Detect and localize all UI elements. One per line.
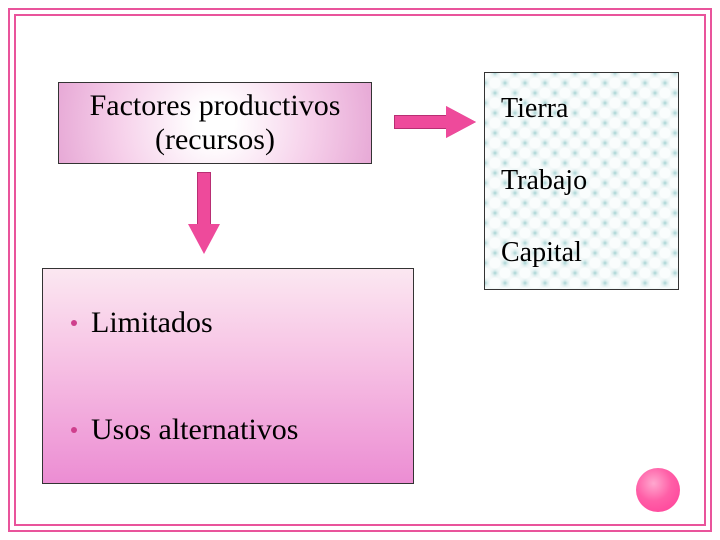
arrow-down <box>188 172 220 254</box>
bullet-icon <box>71 320 77 326</box>
arrow-right-head <box>446 106 476 138</box>
characteristics-item: Usos alternativos <box>43 376 413 483</box>
resources-item: Tierra <box>485 73 678 145</box>
decor-circle <box>636 468 680 512</box>
characteristics-item-label: Usos alternativos <box>91 413 298 447</box>
title-box: Factores productivos (recursos) <box>58 82 372 164</box>
bullet-icon <box>71 427 77 433</box>
characteristics-box: Limitados Usos alternativos <box>42 268 414 484</box>
resources-item-label: Tierra <box>501 93 568 125</box>
arrow-right <box>394 106 476 138</box>
resources-list-box: Tierra Trabajo Capital <box>484 72 679 290</box>
resources-item-label: Trabajo <box>501 165 587 197</box>
arrow-down-head <box>188 224 220 254</box>
title-line-2: (recursos) <box>155 123 275 158</box>
title-line-1: Factores productivos <box>90 89 341 124</box>
arrow-right-shaft <box>394 115 447 129</box>
resources-item: Trabajo <box>485 145 678 217</box>
arrow-down-shaft <box>197 172 211 225</box>
resources-item: Capital <box>485 217 678 289</box>
characteristics-item: Limitados <box>43 269 413 376</box>
slide: Factores productivos (recursos) Tierra T… <box>0 0 720 540</box>
characteristics-item-label: Limitados <box>91 306 213 340</box>
resources-item-label: Capital <box>501 237 582 269</box>
